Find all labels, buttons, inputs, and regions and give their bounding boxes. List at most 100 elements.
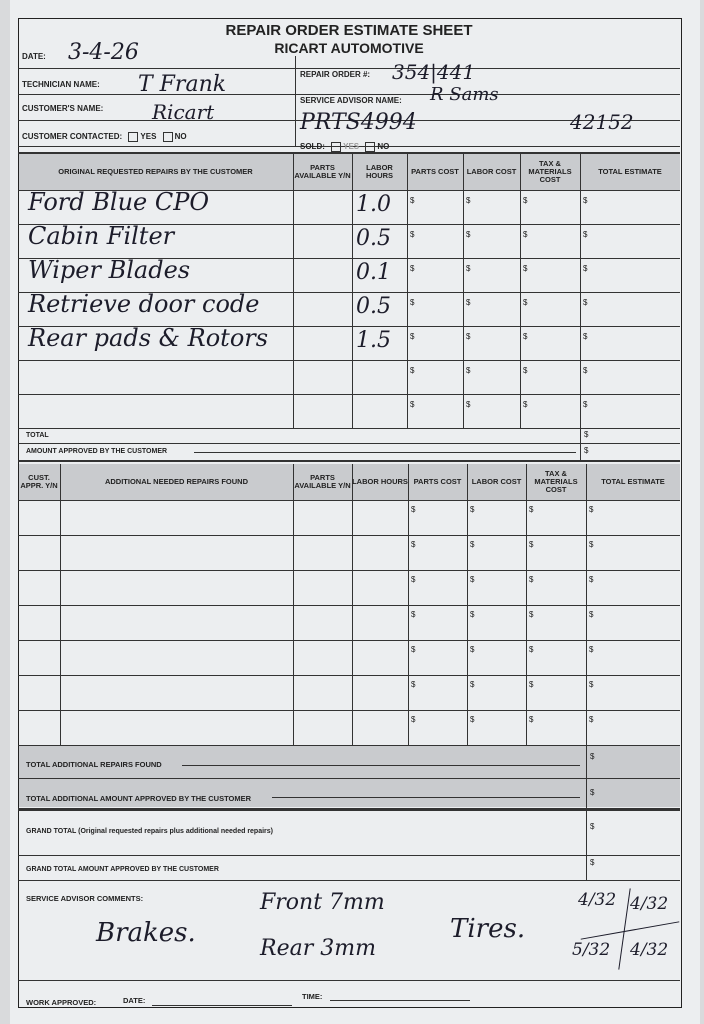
cost-cell[interactable]: $ <box>583 264 588 273</box>
extra-number-value[interactable]: 42152 <box>570 110 634 134</box>
cost-cell[interactable]: $ <box>523 264 528 273</box>
technician-value[interactable]: T Frank <box>138 72 227 97</box>
labor-hours[interactable]: 0.5 <box>356 294 391 319</box>
cost-cell[interactable]: $ <box>470 645 475 654</box>
table-row[interactable] <box>18 675 680 710</box>
cost-cell[interactable]: $ <box>411 505 416 514</box>
cost-cell[interactable]: $ <box>411 680 416 689</box>
customer-name-value[interactable]: Ricart <box>152 100 215 124</box>
sold-no-checkbox[interactable] <box>365 142 376 152</box>
cost-cell[interactable]: $ <box>583 230 588 239</box>
cost-cell[interactable]: $ <box>589 610 594 619</box>
cost-cell[interactable]: $ <box>583 400 588 409</box>
labor-hours[interactable]: 0.1 <box>356 260 391 285</box>
cost-cell[interactable]: $ <box>411 540 416 549</box>
comment-rear[interactable]: Rear 3mm <box>260 936 376 961</box>
cost-cell[interactable]: $ <box>523 400 528 409</box>
comment-brakes[interactable]: Brakes. <box>96 918 196 948</box>
cost-cell[interactable]: $ <box>529 610 534 619</box>
grand-total-value[interactable]: $ <box>590 822 595 831</box>
cost-cell[interactable]: $ <box>583 366 588 375</box>
cost-cell[interactable]: $ <box>410 298 415 307</box>
cost-cell[interactable]: $ <box>523 332 528 341</box>
cost-cell[interactable]: $ <box>523 298 528 307</box>
comment-front[interactable]: Front 7mm <box>260 890 385 915</box>
table-row[interactable] <box>18 640 680 675</box>
cost-cell[interactable]: $ <box>411 610 416 619</box>
date-value[interactable]: 3-4-26 <box>68 40 139 65</box>
labor-hours[interactable]: 1.5 <box>356 328 391 353</box>
cost-cell[interactable]: $ <box>410 264 415 273</box>
footer-time-field[interactable] <box>330 1000 470 1001</box>
cost-cell[interactable]: $ <box>529 505 534 514</box>
cost-cell[interactable]: $ <box>470 610 475 619</box>
cost-cell[interactable]: $ <box>529 645 534 654</box>
cost-cell[interactable]: $ <box>466 230 471 239</box>
repair-order-value[interactable]: 354|441 <box>392 60 476 84</box>
cost-cell[interactable]: $ <box>470 680 475 689</box>
sold-yes-checkbox[interactable] <box>331 142 342 152</box>
cost-cell[interactable]: $ <box>583 298 588 307</box>
repair-description[interactable]: Rear pads & Rotors <box>28 324 269 352</box>
repair-description[interactable]: Cabin Filter <box>28 222 175 250</box>
cost-cell[interactable]: $ <box>589 680 594 689</box>
cost-cell[interactable]: $ <box>529 575 534 584</box>
comment-tires[interactable]: Tires. <box>450 914 526 944</box>
contacted-yes-checkbox[interactable] <box>128 132 139 142</box>
table-row[interactable] <box>18 710 680 745</box>
cost-cell[interactable]: $ <box>589 575 594 584</box>
cost-cell[interactable]: $ <box>411 715 416 724</box>
cost-cell[interactable]: $ <box>410 230 415 239</box>
cost-cell[interactable]: $ <box>410 332 415 341</box>
tire-lf[interactable]: 4/32 <box>578 890 617 910</box>
cost-cell[interactable]: $ <box>589 645 594 654</box>
table-row[interactable] <box>18 500 680 535</box>
repair-description[interactable]: Wiper Blades <box>28 256 191 284</box>
footer-date-field[interactable] <box>152 1005 292 1006</box>
cost-cell[interactable]: $ <box>523 196 528 205</box>
cost-cell[interactable]: $ <box>466 196 471 205</box>
cost-cell[interactable]: $ <box>589 715 594 724</box>
table-row[interactable] <box>18 570 680 605</box>
cost-cell[interactable]: $ <box>470 715 475 724</box>
cost-cell[interactable]: $ <box>411 575 416 584</box>
extra-code-value[interactable]: PRTS4994 <box>300 110 417 135</box>
cost-cell[interactable]: $ <box>589 540 594 549</box>
table-row[interactable] <box>18 605 680 640</box>
cost-cell[interactable]: $ <box>523 366 528 375</box>
labor-hours[interactable]: 0.5 <box>356 226 391 251</box>
cost-cell[interactable]: $ <box>410 366 415 375</box>
cost-cell[interactable]: $ <box>410 400 415 409</box>
grand-total-approved-value[interactable]: $ <box>590 858 595 867</box>
cost-cell[interactable]: $ <box>470 540 475 549</box>
table-row[interactable] <box>18 535 680 570</box>
cost-cell[interactable]: $ <box>466 332 471 341</box>
total-additional-approved-value[interactable]: $ <box>590 788 595 797</box>
cost-cell[interactable]: $ <box>466 264 471 273</box>
cost-cell[interactable]: $ <box>470 505 475 514</box>
cost-cell[interactable]: $ <box>583 196 588 205</box>
cost-cell[interactable]: $ <box>523 230 528 239</box>
cost-cell[interactable]: $ <box>583 332 588 341</box>
repair-description[interactable]: Retrieve door code <box>28 290 260 318</box>
cost-cell[interactable]: $ <box>529 715 534 724</box>
cost-cell[interactable]: $ <box>466 400 471 409</box>
cost-cell[interactable]: $ <box>466 298 471 307</box>
tire-rr[interactable]: 4/32 <box>630 940 669 960</box>
tire-rf[interactable]: 4/32 <box>630 894 669 914</box>
labor-hours[interactable]: 1.0 <box>356 192 391 217</box>
cost-cell[interactable]: $ <box>529 680 534 689</box>
cost-cell[interactable]: $ <box>529 540 534 549</box>
cost-cell[interactable]: $ <box>589 505 594 514</box>
advisor-value[interactable]: R Sams <box>430 84 499 105</box>
cost-cell[interactable]: $ <box>410 196 415 205</box>
total-value[interactable]: $ <box>584 430 589 439</box>
repair-description[interactable]: Ford Blue CPO <box>28 188 210 216</box>
cost-cell[interactable]: $ <box>411 645 416 654</box>
cost-cell[interactable]: $ <box>466 366 471 375</box>
cost-cell[interactable]: $ <box>470 575 475 584</box>
amount-approved-value[interactable]: $ <box>584 446 589 455</box>
contacted-no-checkbox[interactable] <box>162 132 173 142</box>
tire-lr[interactable]: 5/32 <box>572 940 611 960</box>
total-additional-value[interactable]: $ <box>590 752 595 761</box>
